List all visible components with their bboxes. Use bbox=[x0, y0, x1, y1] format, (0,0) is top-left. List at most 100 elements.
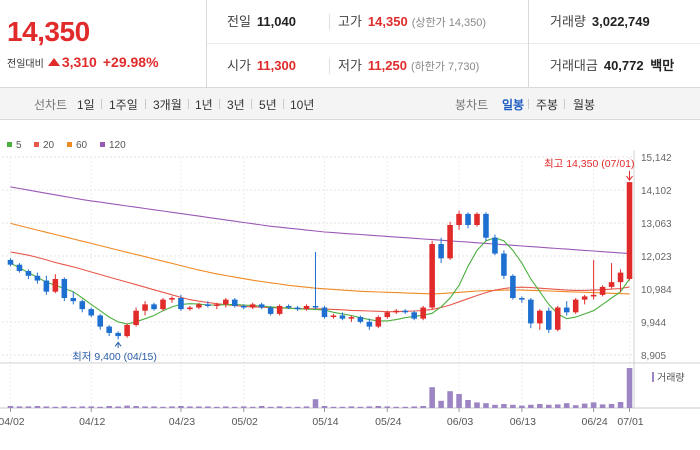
change-percent: +29.98% bbox=[102, 54, 159, 70]
volume-bar bbox=[599, 404, 606, 408]
tab-5year[interactable]: 5년 bbox=[259, 98, 277, 112]
x-tick-label: 05/02 bbox=[232, 416, 258, 428]
volume-bar bbox=[25, 406, 32, 408]
tab-1day[interactable]: 1일 bbox=[77, 98, 95, 112]
candle-body bbox=[563, 307, 570, 313]
candle-body bbox=[545, 310, 552, 330]
x-tick-label: 05/14 bbox=[312, 416, 338, 428]
x-tick-label: 06/24 bbox=[581, 416, 607, 428]
candle-body bbox=[572, 299, 579, 313]
legend-swatch bbox=[7, 142, 12, 147]
candle-body bbox=[519, 298, 525, 300]
chart-period-tabs: 선차트 1일 1주일 3개월 1년 3년 5년 10년 봉차트 일봉 주봉 월봉 bbox=[0, 88, 700, 120]
candle-body bbox=[537, 310, 543, 324]
candle-body bbox=[492, 237, 498, 254]
volume-bar bbox=[223, 406, 229, 408]
stat-value: 11,250 bbox=[367, 58, 407, 73]
tab-daily[interactable]: 일봉 bbox=[502, 98, 525, 112]
volume-panel: 거래량 bbox=[7, 368, 685, 408]
volume-bar bbox=[285, 406, 292, 408]
candle-body bbox=[169, 298, 175, 300]
y-tick-label: 9,944 bbox=[641, 318, 666, 329]
candle-body bbox=[608, 282, 615, 287]
candle-body bbox=[366, 321, 373, 327]
tab-1week[interactable]: 1주일 bbox=[109, 98, 138, 112]
volume-bar bbox=[276, 406, 283, 408]
tab-divider bbox=[219, 99, 220, 109]
volume-bar bbox=[294, 406, 301, 408]
candle-body bbox=[402, 310, 409, 313]
volume-bar bbox=[339, 406, 346, 408]
candle-body bbox=[384, 312, 391, 318]
tab-1year[interactable]: 1년 bbox=[195, 98, 213, 112]
tab-divider bbox=[528, 99, 529, 109]
chart-grid bbox=[0, 150, 700, 409]
tab-divider bbox=[145, 99, 146, 109]
volume-bar bbox=[97, 406, 103, 408]
x-tick-label: 04/02 bbox=[0, 416, 25, 428]
y-tick-label: 15,142 bbox=[641, 153, 672, 164]
candle-body bbox=[617, 272, 624, 283]
volume-bar bbox=[554, 404, 561, 408]
tab-3month[interactable]: 3개월 bbox=[153, 98, 182, 112]
volume-bar bbox=[124, 405, 130, 408]
stat-open: 시가 11,300 bbox=[227, 44, 296, 87]
volume-bar bbox=[240, 406, 247, 408]
volume-bar bbox=[142, 406, 148, 408]
candle-body bbox=[34, 275, 41, 281]
candle-body bbox=[178, 298, 184, 310]
stat-label: 시가 bbox=[227, 58, 251, 73]
candle-body bbox=[294, 307, 301, 310]
volume-bar bbox=[258, 406, 265, 408]
tab-weekly[interactable]: 주봉 bbox=[536, 98, 559, 112]
candle-body bbox=[599, 286, 606, 295]
tab-10year[interactable]: 10년 bbox=[290, 98, 315, 112]
ma120-line bbox=[10, 186, 630, 255]
volume-bar bbox=[501, 404, 507, 408]
candle-body bbox=[581, 296, 588, 300]
volume-bar bbox=[61, 406, 68, 408]
volume-bar bbox=[205, 406, 211, 408]
candle-body bbox=[339, 315, 346, 319]
volume-bar bbox=[420, 406, 426, 408]
volume-bar bbox=[519, 405, 525, 408]
volume-bar bbox=[617, 402, 624, 408]
volume-bar bbox=[581, 403, 588, 408]
volume-bar bbox=[330, 406, 337, 408]
price-chart[interactable]: 5 20 60 120 15,142 14,102 13,063 12,023 10,984 9… bbox=[0, 120, 700, 450]
legend-swatch bbox=[34, 142, 39, 147]
volume-bar bbox=[16, 406, 23, 408]
candle-body bbox=[447, 225, 453, 259]
candle-body bbox=[429, 244, 435, 308]
volume-bar bbox=[608, 404, 615, 408]
candle-body bbox=[214, 304, 220, 306]
quote-stats: 전일 11,040 고가 14,350 (상한가 14,350) 거래량 3,022,7… bbox=[207, 0, 700, 87]
candle-body bbox=[375, 317, 382, 327]
volume-bar bbox=[474, 402, 480, 408]
up-arrow-icon bbox=[47, 58, 60, 66]
stat-unit: 백만 bbox=[650, 58, 675, 73]
volume-bar bbox=[456, 394, 462, 408]
x-tick-label: 06/03 bbox=[447, 416, 473, 428]
tab-monthly[interactable]: 월봉 bbox=[573, 98, 596, 112]
line-chart-label: 선차트 bbox=[34, 98, 68, 112]
candle-body bbox=[151, 304, 157, 310]
candle-body bbox=[97, 315, 103, 327]
stat-value: 40,772 bbox=[603, 58, 644, 73]
stat-label: 거래대금 bbox=[550, 58, 598, 73]
candle-body bbox=[420, 307, 426, 319]
candle-body bbox=[357, 317, 364, 322]
price-box: 14,350 전일대비 3,310 +29.98% bbox=[0, 0, 207, 87]
candle-body bbox=[590, 294, 597, 297]
low-annotation: 최저 9,400 (04/15) bbox=[72, 351, 157, 363]
volume-bar bbox=[160, 406, 166, 408]
volume-bar bbox=[88, 406, 95, 408]
volume-bar bbox=[393, 406, 400, 408]
volume-bar bbox=[43, 406, 50, 408]
volume-bar bbox=[52, 406, 59, 408]
volume-bar bbox=[348, 406, 355, 408]
tab-3year[interactable]: 3년 bbox=[227, 98, 245, 112]
y-tick-label: 10,984 bbox=[641, 285, 672, 296]
volume-bar bbox=[312, 399, 319, 408]
candle-body bbox=[348, 317, 355, 319]
